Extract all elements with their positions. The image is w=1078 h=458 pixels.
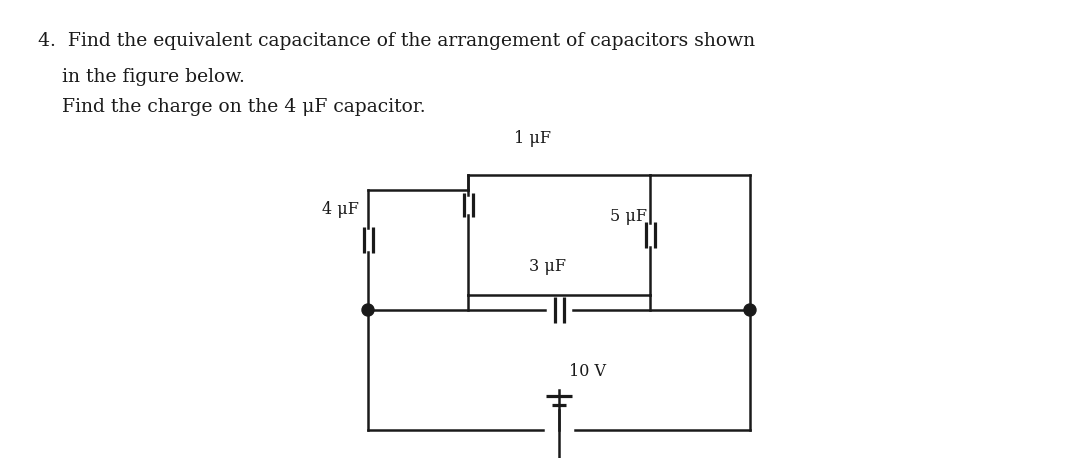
Circle shape [362,304,374,316]
Text: Find the charge on the 4 μF capacitor.: Find the charge on the 4 μF capacitor. [38,98,426,116]
Text: 3 μF: 3 μF [529,258,566,275]
Text: 4 μF: 4 μF [321,201,359,218]
Text: 5 μF: 5 μF [610,208,647,225]
Circle shape [744,304,756,316]
Text: in the figure below.: in the figure below. [38,68,245,86]
Text: 1 μF: 1 μF [514,130,552,147]
Text: 4.  Find the equivalent capacitance of the arrangement of capacitors shown: 4. Find the equivalent capacitance of th… [38,32,755,50]
Text: 10 V: 10 V [569,363,606,380]
